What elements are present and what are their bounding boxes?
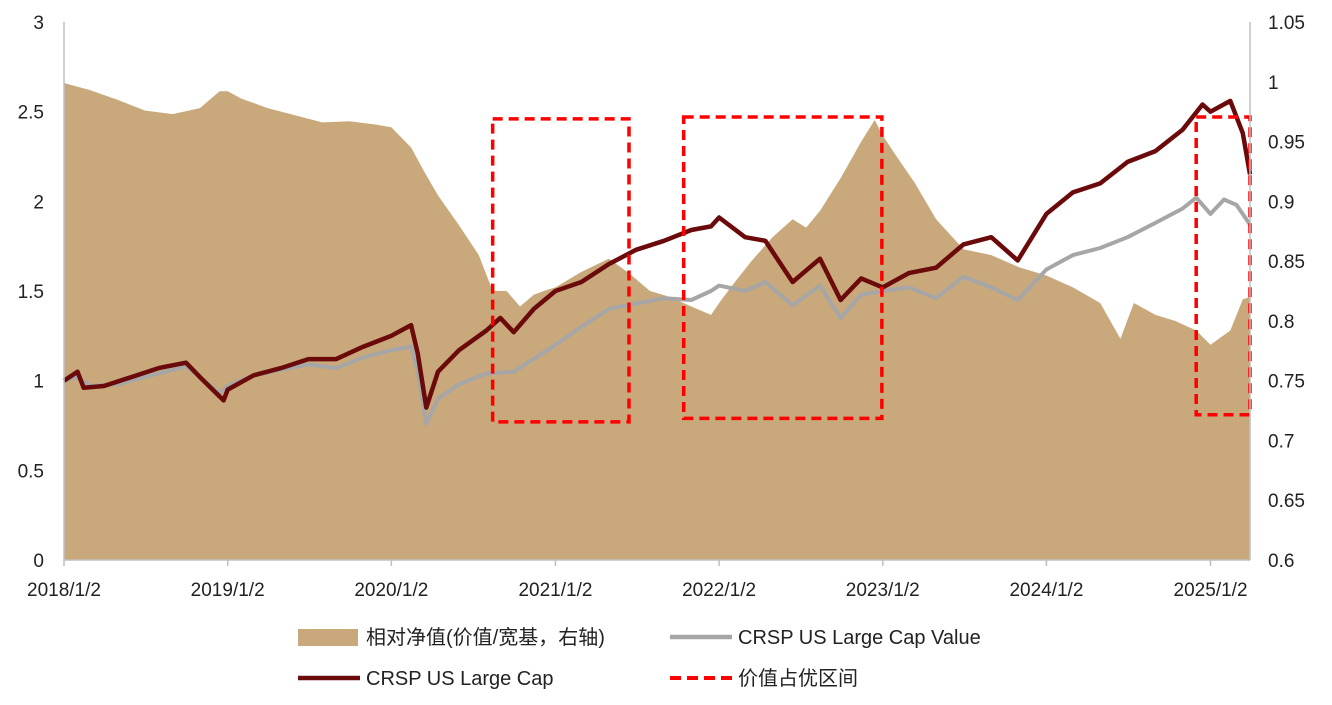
x-tick-label: 2025/1/2 — [1174, 580, 1248, 601]
legend: 相对净值(价值/宽基，右轴) CRSP US Large Cap Value CRS… — [298, 626, 981, 690]
y-right-tick-label: 0.75 — [1268, 372, 1305, 393]
x-tick-label: 2024/1/2 — [1009, 580, 1083, 601]
legend-label: 价值占优区间 — [738, 667, 858, 690]
y-left-tick-label: 2 — [33, 192, 44, 213]
legend-swatch-area — [298, 629, 358, 646]
legend-label: 相对净值(价值/宽基，右轴) — [366, 626, 605, 649]
y-left-tick-label: 3 — [33, 13, 44, 34]
x-tick-label: 2020/1/2 — [354, 580, 428, 601]
x-tick-label: 2019/1/2 — [191, 580, 265, 601]
y-right-tick-label: 0.95 — [1268, 133, 1305, 154]
y-right-tick-label: 1.05 — [1268, 13, 1305, 34]
plot-area — [62, 83, 1253, 560]
highlight-box-2 — [681, 115, 884, 421]
legend-label: CRSP US Large Cap Value — [738, 627, 981, 649]
series-line-large-cap — [62, 98, 1253, 410]
y-right-tick-label: 0.9 — [1268, 192, 1294, 213]
axes: 0 0.5 1 1.5 2 2.5 3 0.6 0.65 0.7 0.75 0.8 0.85 0.9 0.9… — [18, 13, 1305, 601]
y-right-tick-label: 0.7 — [1268, 431, 1294, 452]
y-left-tick-label: 1 — [33, 372, 44, 393]
y-right-tick-label: 1 — [1268, 73, 1279, 94]
x-tick-label: 2023/1/2 — [846, 580, 920, 601]
y-left-tick-label: 0.5 — [18, 461, 44, 482]
series-line-large-cap-value — [63, 195, 1252, 426]
legend-label: CRSP US Large Cap — [366, 668, 554, 690]
y-left-tick-label: 0 — [33, 551, 44, 572]
y-right-tick-label: 0.85 — [1268, 252, 1305, 273]
series-area-relative-nav — [64, 83, 1250, 560]
y-right-tick-label: 0.65 — [1268, 491, 1305, 512]
x-tick-label: 2018/1/2 — [27, 580, 101, 601]
x-tick-label: 2021/1/2 — [518, 580, 592, 601]
highlight-box-1 — [490, 117, 631, 424]
x-tick-label: 2022/1/2 — [682, 580, 756, 601]
y-left-tick-label: 2.5 — [18, 103, 44, 124]
y-right-tick-label: 0.8 — [1268, 312, 1294, 333]
y-right-tick-label: 0.6 — [1268, 551, 1294, 572]
y-left-tick-label: 1.5 — [18, 282, 44, 303]
